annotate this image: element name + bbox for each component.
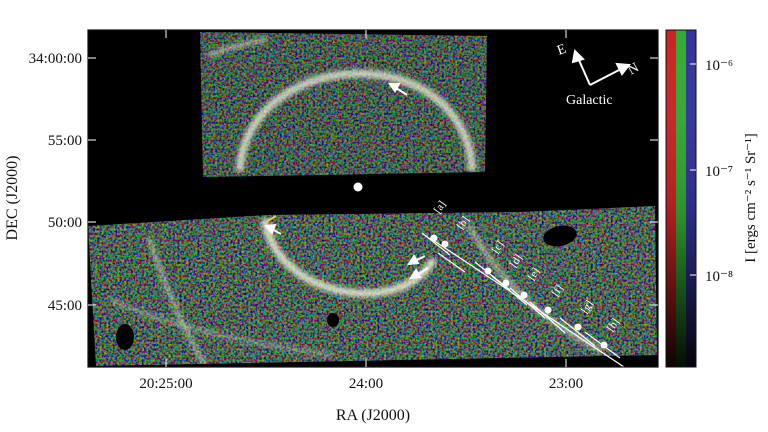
colorbar-tick-label: 10⁻⁷ bbox=[705, 164, 733, 180]
point-label-a: [a] bbox=[432, 199, 449, 216]
x-axis-label: RA (J2000) bbox=[336, 407, 410, 424]
sky-image bbox=[88, 30, 658, 367]
colorbar-label: I [ergs cm⁻² s⁻¹ Sr⁻¹] bbox=[743, 133, 759, 262]
point-label-e: [e] bbox=[526, 266, 543, 283]
y-tick-label: 50:00 bbox=[48, 215, 82, 231]
plot-frame bbox=[87, 29, 659, 368]
axis-ticks bbox=[88, 30, 658, 367]
colorbar-tick-label: 10⁻⁶ bbox=[705, 58, 733, 74]
x-tick-label: 24:00 bbox=[349, 376, 383, 392]
x-tick-label: 20:25:00 bbox=[139, 376, 192, 392]
profile-cut-lines bbox=[421, 232, 637, 376]
colorbar-tick-label: 10⁻⁸ bbox=[705, 269, 733, 285]
arrow-markers bbox=[264, 83, 429, 280]
point-label-c: [c] bbox=[490, 239, 507, 256]
y-axis-label: DEC (J2000) bbox=[4, 156, 21, 241]
x-tick-label: 23:00 bbox=[549, 376, 583, 392]
y-tick-label: 55:00 bbox=[48, 133, 82, 149]
profile-points bbox=[430, 234, 608, 349]
profile-labels: [a] [b] [c] [d] [e] [f] [g] [h] bbox=[432, 199, 622, 334]
colorbar bbox=[665, 29, 697, 368]
y-tick-label: 45:00 bbox=[48, 298, 82, 314]
y-tick-label: 34:00:00 bbox=[29, 51, 82, 67]
compass-frame-label: Galactic bbox=[566, 93, 613, 108]
compass bbox=[571, 48, 631, 86]
